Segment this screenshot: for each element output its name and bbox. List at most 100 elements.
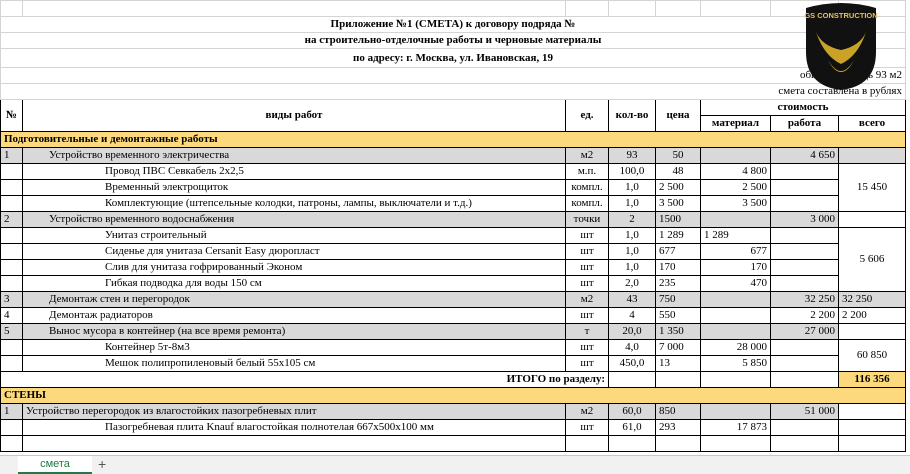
cell: т (565, 323, 609, 340)
cell (770, 339, 839, 356)
row: Временный электрощиток компл. 1,0 2 500 2 50… (0, 179, 906, 196)
row: Унитаз строительный шт 1,0 1 289 1 289 5 606 (0, 227, 906, 292)
cell: Комплектующие (штепсельные колодки, патр… (22, 195, 566, 212)
cell: Вынос мусора в контейнер (на все время р… (22, 323, 566, 340)
cell: 5 850 (700, 355, 771, 372)
cell (565, 435, 609, 452)
cell: 1 289 (700, 227, 771, 244)
cell: 677 (655, 243, 701, 260)
row: 3 Демонтаж стен и перегородок м2 43 750 32 25… (0, 291, 906, 308)
cell (0, 243, 23, 260)
row: ИТОГО по разделу: 116 356 (0, 371, 906, 388)
cell: 93 (608, 147, 656, 164)
row: 4 Демонтаж радиаторов шт 4 550 2 200 2 200 (0, 307, 906, 324)
cell: 1 350 (655, 323, 701, 340)
cell: 1500 (655, 211, 701, 228)
cell: Приложение №1 (СМЕТА) к договору подряда… (0, 16, 906, 33)
cell (22, 435, 566, 452)
cell: стоимость (700, 99, 906, 116)
sheet-tab[interactable]: смета (18, 456, 92, 474)
cell: 2 200 (838, 307, 906, 324)
cell: 4 (0, 307, 23, 324)
cell: Сиденье для унитаза Cersanit Easy дюропл… (22, 243, 566, 260)
cell: 60 850 (838, 339, 906, 372)
row (0, 0, 906, 17)
cell: 1,0 (608, 195, 656, 212)
cell (770, 227, 839, 244)
row: Гибкая подводка для воды 150 см шт 2,0 235 4… (0, 275, 906, 292)
row: смета составлена в рублях (0, 83, 906, 100)
cell (838, 211, 906, 228)
cell: 170 (700, 259, 771, 276)
cell: 3 500 (700, 195, 771, 212)
cell (770, 435, 839, 452)
cell (0, 0, 23, 17)
cell (700, 291, 771, 308)
row: Подготовительные и демонтажные работы (0, 131, 906, 148)
cell: Устройство временного электричества (22, 147, 566, 164)
cell: 100,0 (608, 163, 656, 180)
row: № виды работ ед. кол-во цена стоимость (0, 99, 906, 132)
cell: СТЕНЫ (0, 387, 906, 404)
cell: № (0, 99, 23, 132)
cell (0, 179, 23, 196)
cell: общая площадь 93 м2 (0, 67, 906, 84)
cell: 48 (655, 163, 701, 180)
row: Провод ПВС Севкабель 2х2,5 м.п. 100,0 48 4 8… (0, 163, 906, 212)
row: по адресу: г. Москва, ул. Ивановская, 19 (0, 48, 906, 68)
cell: 470 (700, 275, 771, 292)
cell: 4 800 (700, 163, 771, 180)
cell: точки (565, 211, 609, 228)
cell: виды работ (22, 99, 566, 132)
cell (700, 307, 771, 324)
cell: Слив для унитаза гофрированный Эконом (22, 259, 566, 276)
cell: 32 250 (770, 291, 839, 308)
sheet: Приложение №1 (СМЕТА) к договору подряда… (0, 0, 906, 452)
add-sheet[interactable]: + (98, 456, 107, 472)
row: 5 Вынос мусора в контейнер (на все время … (0, 323, 906, 340)
cell: 7 000 (655, 339, 701, 356)
cell: 2 500 (700, 179, 771, 196)
cell: 1,0 (608, 227, 656, 244)
cell: Унитаз строительный (22, 227, 566, 244)
row: Пазогребневая плита Knauf влагостойкая п… (0, 419, 906, 436)
cell (838, 147, 906, 164)
cell: 1 (0, 403, 23, 420)
cell (0, 435, 23, 452)
row: на строительно-отделочные работы и черно… (0, 32, 906, 49)
cell (608, 0, 656, 17)
row: Контейнер 5т-8м3 шт 4,0 7 000 28 000 60 850 (0, 339, 906, 372)
cell: Мешок полипропиленовый белый 55х105 см (22, 355, 566, 372)
cell (770, 419, 839, 436)
cell: шт (565, 275, 609, 292)
cell (608, 371, 656, 388)
cell: компл. (565, 195, 609, 212)
cell: 51 000 (770, 403, 839, 420)
cell: 28 000 (700, 339, 771, 356)
logo: GS CONSTRUCTION (804, 3, 878, 90)
row (0, 435, 906, 452)
cell: 1,0 (608, 179, 656, 196)
cell: Провод ПВС Севкабель 2х2,5 (22, 163, 566, 180)
cell (770, 179, 839, 196)
cell: 13 (655, 355, 701, 372)
row: Мешок полипропиленовый белый 55х105 см шт… (0, 355, 906, 372)
cell (0, 195, 23, 212)
cell (838, 419, 906, 436)
cell: компл. (565, 179, 609, 196)
row: СТЕНЫ (0, 387, 906, 404)
cell (655, 371, 701, 388)
cell: ед. (565, 99, 609, 132)
cell: Гибкая подводка для воды 150 см (22, 275, 566, 292)
logo-text: GS CONSTRUCTION (804, 11, 877, 20)
cell (700, 403, 771, 420)
cell: работа (770, 115, 839, 132)
cell: Пазогребневая плита Knauf влагостойкая п… (22, 419, 566, 436)
cell: 2 (608, 211, 656, 228)
cell (700, 323, 771, 340)
cell (0, 227, 23, 244)
cell: 60,0 (608, 403, 656, 420)
row: материал работа всего (1, 115, 906, 132)
cell: 750 (655, 291, 701, 308)
cell: Контейнер 5т-8м3 (22, 339, 566, 356)
